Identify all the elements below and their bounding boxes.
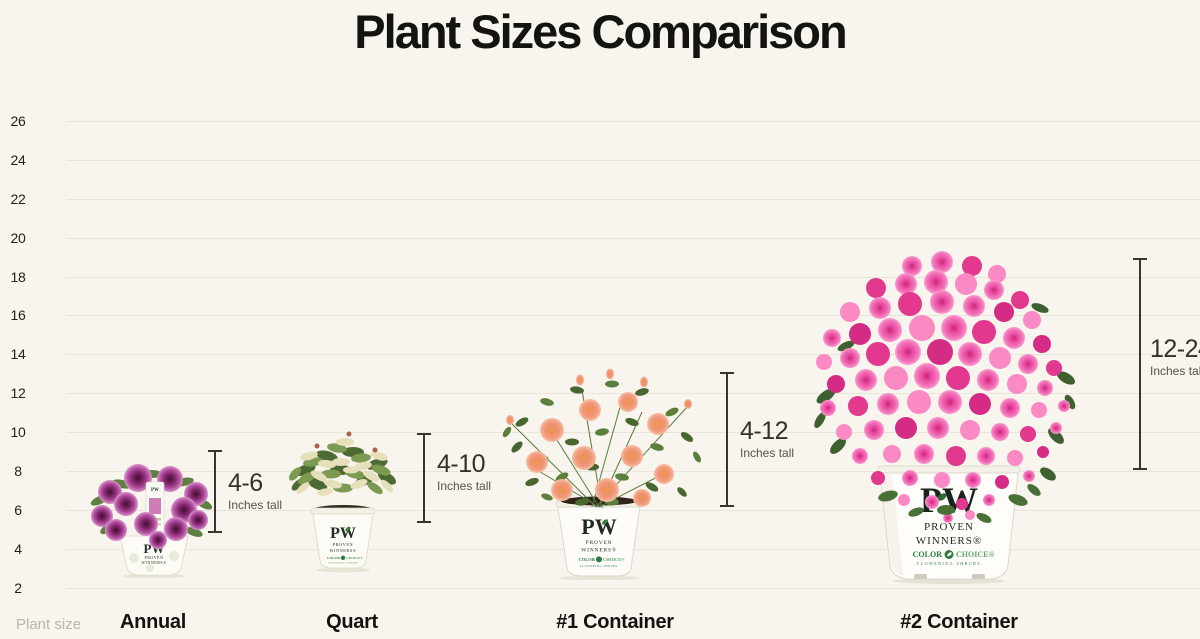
container2-leaves-back xyxy=(814,303,1076,481)
color-choice-badge: COLOR CHOICE® FLOWERING SHRUBS xyxy=(578,556,625,568)
annual-pot xyxy=(119,535,189,576)
svg-text:COLOR: COLOR xyxy=(578,557,595,562)
quart-plant-photo: PW PROVEN WINNERS® COLOR CHOICE® FLOWERI… xyxy=(289,431,397,573)
height-unit-container1: Inches tall xyxy=(740,446,795,461)
chart-title: Plant Sizes Comparison xyxy=(354,5,847,58)
measure-line xyxy=(417,433,431,523)
svg-text:COLOR: COLOR xyxy=(327,556,340,560)
leaf-icon xyxy=(602,519,608,525)
category-quart: Quart xyxy=(326,611,378,633)
y-tick-2: 2 xyxy=(14,580,22,596)
y-tick-8: 8 xyxy=(14,463,22,479)
annual-flowers-back xyxy=(91,464,208,527)
gridline xyxy=(66,354,1200,355)
height-unit-container2: Inches tall xyxy=(1150,364,1200,379)
y-tick-24: 24 xyxy=(10,152,26,168)
pot-brand-line1: PROVEN xyxy=(924,521,974,533)
pot-brand-line1: PROVEN xyxy=(144,555,163,560)
pot-brand-line1: PROVEN xyxy=(333,542,353,547)
leaf-icon xyxy=(937,493,947,501)
height-range-quart: 4-10 xyxy=(437,450,486,478)
measure-line xyxy=(208,450,222,533)
annual-plant-photo: PW PROVEN WINNERS® PW xyxy=(90,464,213,578)
y-tick-6: 6 xyxy=(14,502,22,518)
pot-brand-line2: WINNERS® xyxy=(916,535,982,547)
y-tick-10: 10 xyxy=(10,424,26,440)
container2-leaves-front xyxy=(878,484,1041,523)
color-choice-badge: COLOR CHOICE® FLOWERING SHRUBS xyxy=(327,555,363,565)
height-range-annual: 4-6 xyxy=(228,469,263,497)
x-axis-label: Plant size xyxy=(16,616,82,633)
plant-tag: PW xyxy=(145,481,165,537)
gridline xyxy=(66,121,1200,122)
container1-leaves-dark xyxy=(511,386,694,506)
gridline xyxy=(66,471,1200,472)
color-choice-badge: COLOR CHOICE® FLOWERING SHRUBS xyxy=(913,550,994,566)
gridline xyxy=(66,160,1200,161)
measure-line xyxy=(720,372,734,507)
svg-text:FLOWERING SHRUBS: FLOWERING SHRUBS xyxy=(917,561,981,566)
container2-plant-photo: PW PROVEN WINNERS® COLOR CHOICE® FLOWERI… xyxy=(814,251,1076,584)
container1-plant-photo: PW PROVEN WINNERS® COLOR CHOICE® FLOWERI… xyxy=(502,368,701,580)
gridline xyxy=(66,588,1200,589)
svg-text:FLOWERING SHRUBS: FLOWERING SHRUBS xyxy=(580,565,618,568)
y-tick-14: 14 xyxy=(10,346,26,362)
y-tick-12: 12 xyxy=(10,385,26,401)
gridline xyxy=(66,315,1200,316)
category-annual: Annual xyxy=(120,611,186,633)
height-unit-quart: Inches tall xyxy=(437,479,492,494)
svg-text:CHOICE®: CHOICE® xyxy=(603,557,625,562)
svg-text:PW: PW xyxy=(151,488,159,493)
category-container2: #2 Container xyxy=(900,611,1018,633)
pot-brand-line2: WINNERS® xyxy=(141,560,166,565)
y-tick-16: 16 xyxy=(10,307,26,323)
height-unit-annual: Inches tall xyxy=(228,498,283,513)
pot-logo: PW xyxy=(581,514,616,539)
gridline xyxy=(66,277,1200,278)
gridline xyxy=(66,238,1200,239)
leaf-icon xyxy=(345,526,351,532)
pot-brand-line2: WINNERS® xyxy=(581,547,617,554)
y-tick-18: 18 xyxy=(10,269,26,285)
height-range-container1: 4-12 xyxy=(740,417,789,445)
pot-logo: PW xyxy=(330,525,356,542)
measure-line xyxy=(1133,258,1147,470)
svg-text:COLOR: COLOR xyxy=(913,550,943,559)
y-tick-22: 22 xyxy=(10,191,26,207)
svg-text:CHOICE®: CHOICE® xyxy=(346,555,363,560)
container2-flowers xyxy=(816,251,1070,523)
svg-text:CHOICE®: CHOICE® xyxy=(956,550,994,559)
quart-foliage-mid xyxy=(289,443,391,495)
annual-flowers-front xyxy=(105,510,208,549)
container1-roses xyxy=(506,368,692,507)
pot-brand-line2: WINNERS® xyxy=(329,548,356,553)
height-range-container2: 12-24 xyxy=(1150,335,1200,363)
gridline xyxy=(66,199,1200,200)
category-container1: #1 Container xyxy=(556,611,674,633)
svg-text:FLOWERING SHRUBS: FLOWERING SHRUBS xyxy=(328,563,358,565)
pot-brand-line1: PROVEN xyxy=(586,540,613,546)
y-tick-20: 20 xyxy=(10,230,26,246)
y-tick-26: 26 xyxy=(10,113,26,129)
quart-pot xyxy=(312,513,374,569)
container1-pot xyxy=(557,506,641,577)
quart-foliage-cream xyxy=(296,438,394,496)
y-tick-4: 4 xyxy=(14,541,22,557)
